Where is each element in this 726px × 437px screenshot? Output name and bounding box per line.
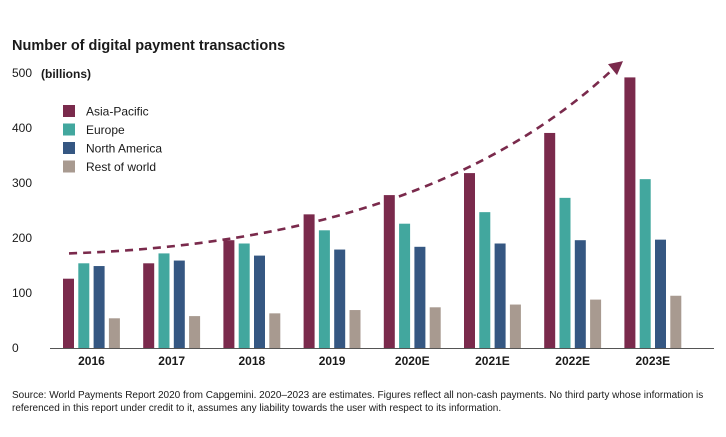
trend-arrowhead (608, 61, 623, 76)
bar-north-america-2016 (93, 266, 105, 348)
legend-swatch (63, 160, 75, 173)
legend-label: Asia-Pacific (86, 105, 149, 119)
legend-label: North America (86, 142, 162, 156)
x-tick-label: 2018 (238, 354, 265, 368)
bar-europe-2018 (238, 243, 250, 348)
x-tick-label: 2023E (635, 354, 670, 368)
legend: Asia-Pacific Europe North America Rest of w… (63, 105, 162, 174)
bar-north-america-2023e (655, 239, 666, 348)
x-tick-label: 2016 (78, 354, 105, 368)
y-tick-label: 200 (12, 231, 32, 245)
x-axis-ticks: 2016 2017 2018 2019 2020E 2021E 2022E 2023E (78, 354, 670, 368)
trend-line (68, 67, 615, 255)
bar-north-america-2019 (334, 249, 346, 348)
y-axis-unit-label: (billions) (41, 67, 91, 81)
x-tick-label: 2021E (475, 354, 510, 368)
bar-north-america-2020e (414, 246, 426, 348)
bar-europe-2021e (479, 212, 491, 348)
bar-asia-pacific-2019 (303, 214, 315, 348)
bar-europe-2019 (318, 230, 330, 348)
source-note: Source: World Payments Report 2020 from … (12, 390, 704, 414)
x-tick-label: 2017 (158, 354, 185, 368)
bar-rest-of-world-2019 (349, 310, 361, 348)
legend-label: Europe (86, 123, 125, 137)
bar-asia-pacific-2023e (624, 77, 636, 349)
bar-asia-pacific-2022e (544, 132, 556, 348)
bar-north-america-2018 (254, 255, 265, 348)
bar-europe-2016 (78, 263, 90, 348)
bar-rest-of-world-2016 (108, 318, 120, 348)
bar-europe-2022e (559, 197, 571, 348)
legend-swatch (63, 142, 75, 154)
chart-title: Number of digital payment transactions (12, 38, 285, 54)
x-tick-label: 2019 (319, 354, 346, 368)
bar-rest-of-world-2020e (429, 307, 441, 348)
bar-asia-pacific-2018 (223, 240, 235, 348)
trend-arrow (68, 61, 623, 255)
y-tick-label: 300 (12, 176, 32, 190)
bar-europe-2023e (639, 179, 651, 348)
bar-rest-of-world-2022e (590, 299, 602, 348)
bar-rest-of-world-2018 (269, 313, 281, 348)
y-tick-label: 400 (12, 121, 32, 135)
bar-asia-pacific-2016 (63, 278, 74, 348)
bar-asia-pacific-2017 (143, 263, 155, 348)
bar-north-america-2021e (494, 243, 506, 348)
y-axis-ticks: 0 100 200 300 400 500 (12, 66, 32, 355)
legend-swatch (63, 105, 75, 117)
bar-north-america-2022e (574, 240, 586, 348)
bar-north-america-2017 (173, 260, 185, 348)
bar-europe-2020e (399, 223, 411, 348)
bar-asia-pacific-2021e (464, 173, 475, 348)
bar-rest-of-world-2021e (509, 304, 521, 348)
y-tick-label: 500 (12, 66, 32, 80)
bar-europe-2017 (158, 253, 170, 348)
y-tick-label: 0 (12, 341, 19, 355)
y-tick-label: 100 (12, 286, 32, 300)
legend-swatch (63, 123, 75, 136)
legend-label: Rest of world (86, 160, 156, 174)
bar-marks (63, 77, 682, 349)
bar-rest-of-world-2023e (670, 295, 682, 348)
x-tick-label: 2022E (555, 354, 590, 368)
bar-asia-pacific-2020e (383, 195, 395, 348)
x-tick-label: 2020E (395, 354, 430, 368)
bar-rest-of-world-2017 (189, 316, 201, 348)
